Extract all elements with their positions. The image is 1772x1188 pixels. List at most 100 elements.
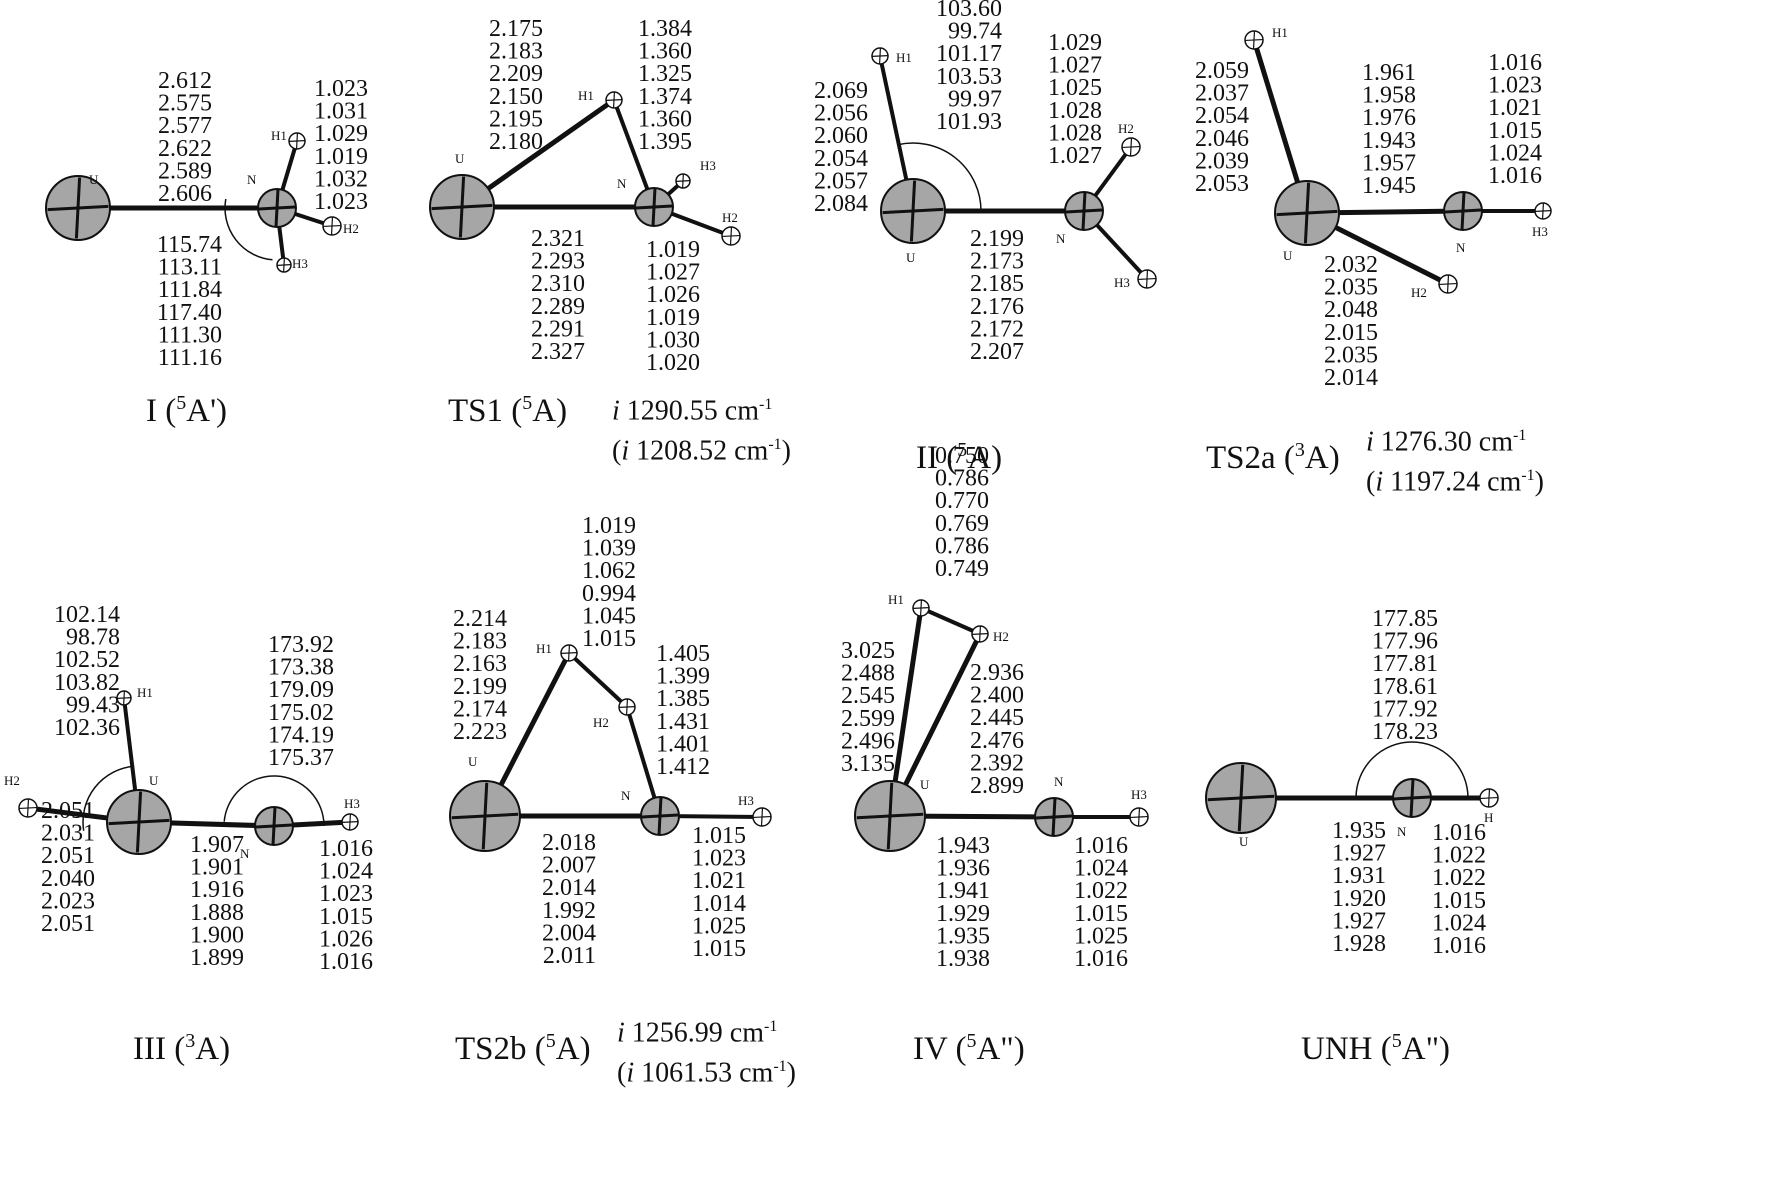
atom-label: H1 bbox=[536, 641, 552, 656]
atom-label: H1 bbox=[1272, 25, 1288, 40]
uranium-atom bbox=[880, 178, 946, 244]
value-label: 174.19 bbox=[268, 722, 334, 748]
structure-iv: U NH1H2H30.7500.7860.7700.7690.7860.7493.… bbox=[841, 443, 1149, 972]
atom-octant-line bbox=[296, 133, 298, 149]
value-label: 1.021 bbox=[692, 868, 746, 894]
nitrogen-atom bbox=[1392, 778, 1432, 818]
state-symmetry: A bbox=[1304, 440, 1329, 476]
value-label: 1.941 bbox=[936, 878, 990, 904]
title-name: TS1 ( bbox=[448, 393, 523, 429]
atom-octant-line bbox=[330, 217, 334, 235]
value-label: 2.057 bbox=[814, 168, 868, 194]
title-name: UNH ( bbox=[1301, 1031, 1392, 1067]
value-label: 1.014 bbox=[692, 891, 746, 917]
uranium-atom bbox=[429, 174, 495, 240]
value-label: 1.920 bbox=[1332, 886, 1386, 912]
nitrogen-atom bbox=[257, 188, 297, 228]
state-symmetry: A' bbox=[186, 393, 217, 429]
atom-octant-line bbox=[1237, 764, 1245, 832]
atom-octant-line bbox=[123, 691, 125, 705]
atom-label: H1 bbox=[888, 592, 904, 607]
value-label: 2.018 bbox=[542, 830, 596, 856]
value-label: 2.051 bbox=[41, 843, 95, 869]
structure-title: TS2b (5A) bbox=[455, 1030, 591, 1068]
value-label: 111.84 bbox=[158, 277, 222, 303]
atom-label: N bbox=[1456, 240, 1466, 255]
state-symmetry: A bbox=[555, 1031, 580, 1067]
value-label: 3.135 bbox=[841, 751, 895, 777]
value-label: 1.360 bbox=[638, 39, 692, 65]
value-label: 179.09 bbox=[268, 677, 334, 703]
atom-label: H2 bbox=[1118, 121, 1134, 136]
value-label: 178.23 bbox=[1372, 719, 1438, 745]
value-label: 1.025 bbox=[692, 913, 746, 939]
atom-label: H3 bbox=[1114, 275, 1130, 290]
hydrogen-atom bbox=[605, 91, 623, 109]
atom-octant-line bbox=[1081, 192, 1087, 230]
atom-label: H3 bbox=[700, 158, 716, 173]
value-label: 1.888 bbox=[190, 900, 244, 926]
nitrogen-atom bbox=[1443, 191, 1483, 231]
bond-h1-h2 bbox=[567, 651, 629, 709]
atom-octant-line bbox=[1446, 275, 1450, 293]
value-label: 177.92 bbox=[1372, 696, 1438, 722]
value-label: 1.015 bbox=[1074, 901, 1128, 927]
atom-octant-line bbox=[283, 258, 285, 272]
hydrogen-atom bbox=[18, 798, 38, 818]
nitrogen-atom bbox=[1064, 191, 1104, 231]
spin-multiplicity: 5 bbox=[1391, 1030, 1402, 1052]
value-label: 2.046 bbox=[1195, 126, 1249, 152]
state-symmetry: A bbox=[967, 440, 992, 476]
value-label: 177.81 bbox=[1372, 651, 1438, 677]
title-close: ) bbox=[1328, 440, 1340, 476]
value-label: 98.78 bbox=[66, 625, 120, 651]
value-label: 113.11 bbox=[158, 255, 222, 281]
spin-multiplicity: 5 bbox=[522, 392, 533, 414]
value-label: 2.004 bbox=[542, 920, 596, 946]
value-label: 2.936 bbox=[970, 660, 1024, 686]
value-label: 177.85 bbox=[1372, 606, 1438, 632]
value-label: 2.199 bbox=[453, 674, 507, 700]
value-label: 1.958 bbox=[1362, 83, 1416, 109]
atom-octant-line bbox=[1487, 789, 1491, 807]
atom-label: H2 bbox=[4, 773, 20, 788]
value-label: 2.199 bbox=[970, 226, 1024, 252]
title-close: ) bbox=[216, 393, 228, 429]
value-label: 1.023 bbox=[319, 881, 373, 907]
title-close: ) bbox=[556, 393, 568, 429]
value-label: 1.931 bbox=[1332, 863, 1386, 889]
state-symmetry: A" bbox=[976, 1031, 1014, 1067]
value-label: 1.019 bbox=[646, 237, 700, 263]
value-label: 102.52 bbox=[54, 647, 120, 673]
value-label: 1.015 bbox=[692, 823, 746, 849]
value-label: 177.96 bbox=[1372, 629, 1438, 655]
value-label: 1.022 bbox=[1432, 865, 1486, 891]
value-label: 173.92 bbox=[268, 632, 334, 658]
title-close: ) bbox=[579, 1031, 591, 1067]
value-label: 111.16 bbox=[158, 345, 222, 371]
value-label: 0.750 bbox=[935, 443, 989, 469]
atom-label: H3 bbox=[292, 256, 308, 271]
uranium-atom bbox=[854, 780, 926, 852]
value-label: 178.61 bbox=[1372, 674, 1438, 700]
value-label: 2.040 bbox=[41, 866, 95, 892]
uranium-atom bbox=[1205, 762, 1277, 834]
hydrogen-atom bbox=[1438, 274, 1458, 294]
value-label: 101.93 bbox=[936, 109, 1002, 135]
value-label: 1.030 bbox=[646, 327, 700, 353]
value-label: 1.024 bbox=[1432, 910, 1486, 936]
title-close: ) bbox=[219, 1031, 231, 1067]
hydrogen-atom bbox=[1129, 807, 1149, 827]
state-symmetry: A bbox=[195, 1031, 220, 1067]
value-label: 2.176 bbox=[970, 294, 1024, 320]
uranium-atom bbox=[449, 780, 521, 852]
hydrogen-atom bbox=[1121, 137, 1141, 157]
atom-label: H3 bbox=[1532, 224, 1548, 239]
atom-label: U bbox=[468, 754, 478, 769]
value-label: 2.084 bbox=[814, 191, 868, 217]
value-label: 1.027 bbox=[1048, 143, 1102, 169]
nitrogen-atom bbox=[640, 796, 680, 836]
value-label: 1.026 bbox=[646, 282, 700, 308]
